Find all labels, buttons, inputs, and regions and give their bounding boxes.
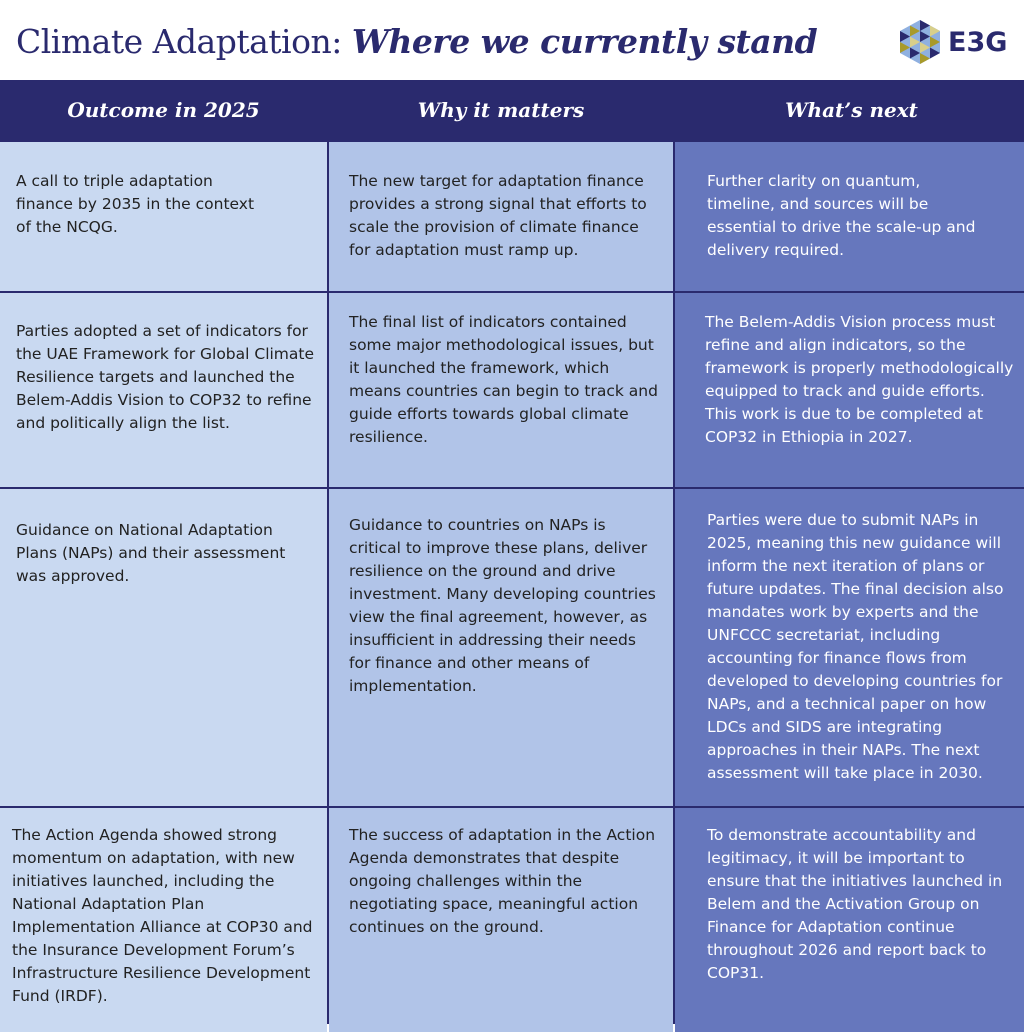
table-cell-why: The new target for adaptation finance pr… (329, 142, 673, 291)
table-cell-next: Parties were due to submit NAPs in 2025,… (675, 489, 1024, 806)
table-cell-outcome: A call to triple adaptation finance by 2… (0, 142, 327, 291)
hexagon-logo-icon (900, 20, 940, 64)
table-cell-outcome: Guidance on National Adaptation Plans (N… (0, 489, 327, 806)
table-cell-next: To demonstrate accountability and legiti… (675, 808, 1024, 1032)
page-title: Climate Adaptation: Where we currently s… (16, 22, 818, 61)
logo-text: E3G (948, 26, 1008, 58)
title-plain: Climate Adaptation: (16, 22, 342, 61)
table-cell-why: The final list of indicators contained s… (329, 293, 673, 487)
table-cell-outcome: Parties adopted a set of indicators for … (0, 293, 327, 487)
table-cell-why: The success of adaptation in the Action … (329, 808, 673, 1032)
column-header-outcome: Outcome in 2025 (0, 80, 327, 140)
column-header-why: Why it matters (329, 80, 673, 140)
outcomes-table: Outcome in 2025 Why it matters What’s ne… (0, 80, 1024, 1032)
column-header-next: What’s next (675, 80, 1024, 140)
table-cell-why: Guidance to countries on NAPs is critica… (329, 489, 673, 806)
table-cell-next: The Belem-Addis Vision process must refi… (675, 293, 1024, 487)
table-cell-next: Further clarity on quantum, timeline, an… (675, 142, 1024, 291)
table-cell-outcome: The Action Agenda showed strong momentum… (0, 808, 327, 1032)
title-emphasis: Where we currently stand (351, 22, 818, 61)
e3g-logo: E3G (900, 20, 1007, 64)
